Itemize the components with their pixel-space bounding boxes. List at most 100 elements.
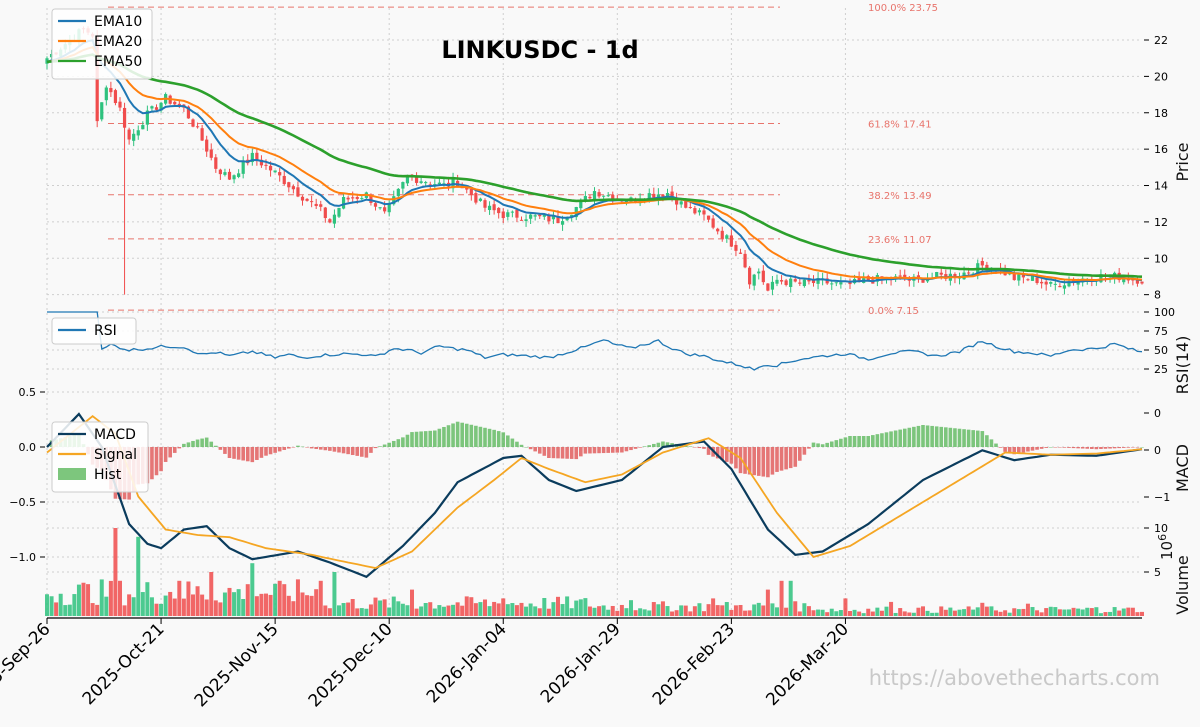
candle-body bbox=[209, 149, 213, 158]
macd-hist-bar bbox=[341, 447, 346, 454]
macd-hist-bar bbox=[985, 435, 989, 447]
macd-hist-bar bbox=[277, 447, 282, 452]
macd-hist-bar bbox=[761, 447, 766, 477]
volume-bar bbox=[692, 606, 697, 616]
candle-body bbox=[985, 264, 989, 271]
rsi-line bbox=[47, 311, 1143, 371]
macd-hist-bar bbox=[483, 427, 487, 447]
macd-right-tick-label: −1 bbox=[1154, 491, 1170, 504]
volume-bar bbox=[793, 601, 798, 616]
volume-bar bbox=[277, 580, 282, 616]
volume-bar bbox=[382, 599, 387, 616]
candle-body bbox=[542, 214, 546, 217]
price-y-tick-label: 10 bbox=[1154, 252, 1168, 265]
volume-bar bbox=[428, 602, 433, 616]
legend-label: EMA10 bbox=[94, 14, 142, 30]
candle-body bbox=[793, 279, 797, 282]
volume-bar bbox=[724, 602, 729, 616]
volume-bar bbox=[820, 609, 825, 616]
x-tick-label: 2025-Sep-26 bbox=[0, 619, 55, 710]
macd-hist-bar bbox=[1067, 447, 1071, 448]
volume-bar bbox=[697, 603, 702, 616]
legend-label: MACD bbox=[94, 427, 136, 443]
volume-bar bbox=[204, 599, 209, 616]
candle-body bbox=[1035, 277, 1039, 284]
candle-body bbox=[811, 280, 816, 284]
macd-hist-bar bbox=[734, 447, 738, 469]
macd-hist-bar bbox=[533, 447, 537, 452]
candle-body bbox=[661, 194, 665, 197]
candle-body bbox=[770, 281, 775, 290]
legend-label: Hist bbox=[94, 467, 122, 483]
candle-body bbox=[122, 107, 127, 128]
volume-bar bbox=[149, 597, 154, 616]
macd-hist-bar bbox=[916, 425, 921, 447]
fib-label: 23.6% 11.07 bbox=[868, 235, 932, 246]
volume-bar bbox=[784, 607, 789, 616]
volume-bar bbox=[806, 606, 811, 616]
candle-body bbox=[834, 282, 838, 284]
candle-body bbox=[465, 187, 469, 190]
chart-title: LINKUSDC - 1d bbox=[441, 36, 638, 64]
macd-hist-bar bbox=[962, 429, 966, 447]
candle-body bbox=[474, 193, 478, 203]
volume-bar bbox=[519, 602, 524, 616]
volume-bar bbox=[218, 602, 223, 616]
volume-axis-multiplier: 106 bbox=[1156, 534, 1176, 560]
volume-bar bbox=[1053, 607, 1058, 616]
macd-hist-bar bbox=[592, 447, 597, 454]
macd-hist-bar bbox=[378, 446, 382, 447]
macd-hist-bar bbox=[332, 447, 337, 452]
macd-hist-bar bbox=[186, 442, 191, 447]
volume-bar bbox=[642, 609, 647, 616]
volume-bar bbox=[122, 605, 127, 616]
candle-body bbox=[1040, 281, 1044, 284]
volume-bar bbox=[1135, 612, 1140, 616]
volume-bar bbox=[656, 604, 661, 616]
candle-body bbox=[939, 272, 943, 275]
candle-body bbox=[136, 130, 140, 136]
volume-bar bbox=[473, 603, 478, 616]
candle-body bbox=[1067, 281, 1071, 287]
volume-bar bbox=[1039, 612, 1044, 616]
candle-body bbox=[1140, 281, 1144, 284]
macd-hist-bar bbox=[241, 447, 245, 461]
volume-bar bbox=[72, 594, 77, 616]
macd-hist-bar bbox=[154, 447, 159, 476]
macd-hist-bar bbox=[560, 447, 565, 459]
candle-body bbox=[259, 159, 264, 166]
macd-hist-bar bbox=[1039, 447, 1044, 449]
macd-hist-bar bbox=[547, 447, 551, 458]
macd-hist-bar bbox=[460, 422, 464, 447]
ema50-line bbox=[46, 53, 1143, 278]
macd-hist-bar bbox=[506, 435, 510, 447]
volume-bar bbox=[884, 606, 889, 616]
macd-hist-bar bbox=[1017, 447, 1021, 454]
volume-bar bbox=[797, 611, 802, 616]
volume-bar bbox=[346, 602, 351, 616]
volume-bar bbox=[1067, 609, 1071, 616]
volume-bar bbox=[1012, 608, 1017, 616]
x-tick-label: 2025-Oct-21 bbox=[79, 619, 169, 709]
ema-lines bbox=[46, 39, 1143, 284]
candle-body bbox=[652, 193, 656, 198]
volume-bar bbox=[268, 594, 273, 616]
macd-hist-bar bbox=[971, 430, 975, 447]
candle-body bbox=[1049, 281, 1053, 284]
macd-hist-bar bbox=[414, 431, 419, 447]
volume-bar bbox=[1057, 609, 1062, 616]
volume-bar bbox=[191, 594, 195, 616]
candle-body bbox=[725, 235, 729, 239]
macd-hist-bar bbox=[442, 426, 446, 447]
candle-body bbox=[789, 278, 793, 287]
volume-bar bbox=[104, 596, 109, 616]
volume-bar bbox=[542, 597, 547, 616]
macd-hist-bar bbox=[401, 437, 405, 447]
volume-bar bbox=[145, 582, 150, 616]
macd-hist-bar bbox=[934, 426, 939, 447]
volume-bar bbox=[108, 580, 113, 616]
volume-bar bbox=[291, 601, 296, 616]
macd-hist-bar bbox=[620, 447, 624, 453]
macd-hist-bar bbox=[1090, 447, 1094, 449]
volume-bar bbox=[688, 611, 693, 616]
